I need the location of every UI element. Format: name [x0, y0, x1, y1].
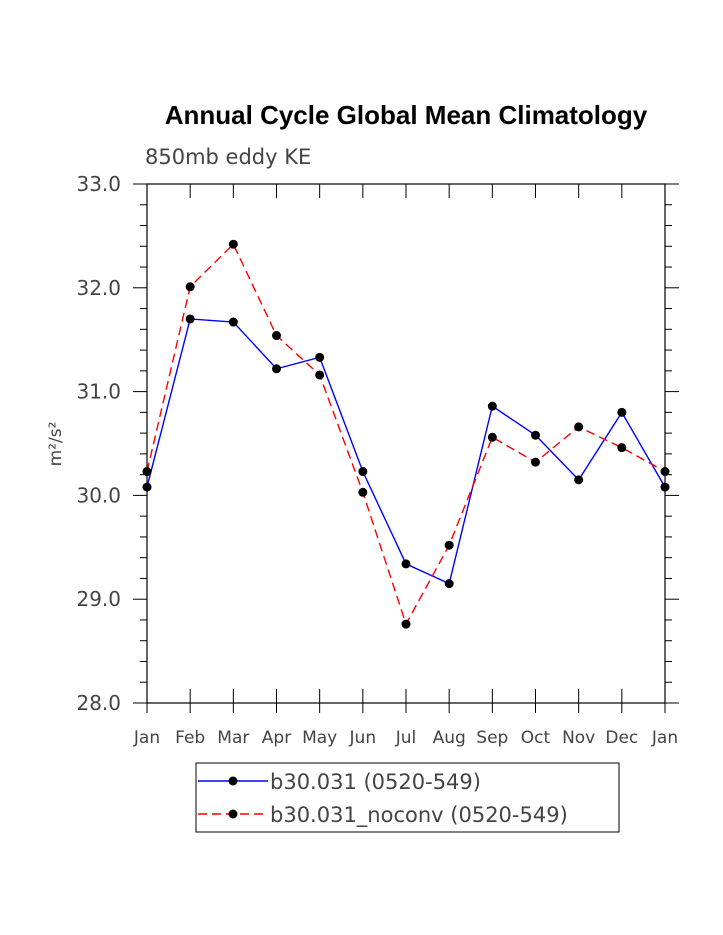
series-2-point: [315, 370, 325, 380]
legend-marker-2: [228, 809, 238, 819]
x-tick-label: Mar: [217, 728, 249, 748]
series-1-point: [531, 430, 540, 440]
series-2-point: [617, 443, 627, 453]
x-tick-label: Jun: [349, 728, 377, 748]
series-2-point: [487, 432, 497, 442]
series-1-point: [617, 407, 627, 417]
x-tick-label: Sep: [476, 728, 508, 748]
y-tick-label: 30.0: [76, 483, 121, 507]
legend-label-1: b30.031 (0520-549): [270, 770, 481, 794]
chart-title: Annual Cycle Global Mean Climatology: [165, 100, 648, 130]
x-tick-label: May: [302, 728, 337, 748]
series-2-point: [142, 467, 152, 477]
y-tick-label: 33.0: [76, 172, 121, 196]
series-2-point: [358, 487, 368, 497]
legend-marker-1: [228, 776, 238, 786]
y-axis-label: m²/s²: [46, 422, 66, 467]
series-line-1: [146, 318, 666, 585]
x-tick-label: Jul: [395, 728, 417, 748]
x-tick-label: Apr: [262, 728, 291, 748]
series-2-point: [531, 457, 540, 467]
chart-subtitle: 850mb eddy KE: [145, 145, 311, 169]
series-2-point: [574, 422, 584, 432]
y-tick-label: 32.0: [76, 276, 121, 300]
legend-label-2: b30.031_noconv (0520-549): [270, 803, 568, 828]
y-tick-label: 29.0: [76, 587, 121, 611]
series-2-point: [401, 619, 411, 629]
series-1-point: [444, 579, 454, 589]
series-1-point: [185, 314, 195, 324]
series-1-point: [401, 559, 411, 569]
series-1-point: [315, 352, 325, 362]
x-tick-label: Aug: [433, 728, 466, 748]
x-tick-label: Jan: [133, 728, 160, 748]
series-1-point: [228, 317, 238, 327]
x-tick-label: Jan: [651, 728, 678, 748]
x-tick-label: Feb: [175, 728, 205, 748]
x-tick-label: Dec: [605, 728, 638, 748]
series-2-point: [228, 239, 238, 249]
series-1-point: [272, 364, 281, 374]
series-1-point: [358, 467, 368, 477]
series-2-point: [185, 282, 195, 292]
y-tick-label: 31.0: [76, 380, 121, 404]
series-2-point: [272, 331, 281, 341]
series-2-point: [660, 467, 670, 477]
x-tick-label: Nov: [562, 728, 595, 748]
series-1-point: [142, 482, 152, 492]
x-tick-label: Oct: [521, 728, 551, 748]
y-tick-label: 28.0: [76, 691, 121, 715]
series-1-point: [660, 482, 670, 492]
series-1-point: [574, 475, 584, 485]
series-1-point: [487, 401, 497, 411]
series-2-point: [444, 540, 454, 550]
legend-box: [195, 762, 620, 833]
